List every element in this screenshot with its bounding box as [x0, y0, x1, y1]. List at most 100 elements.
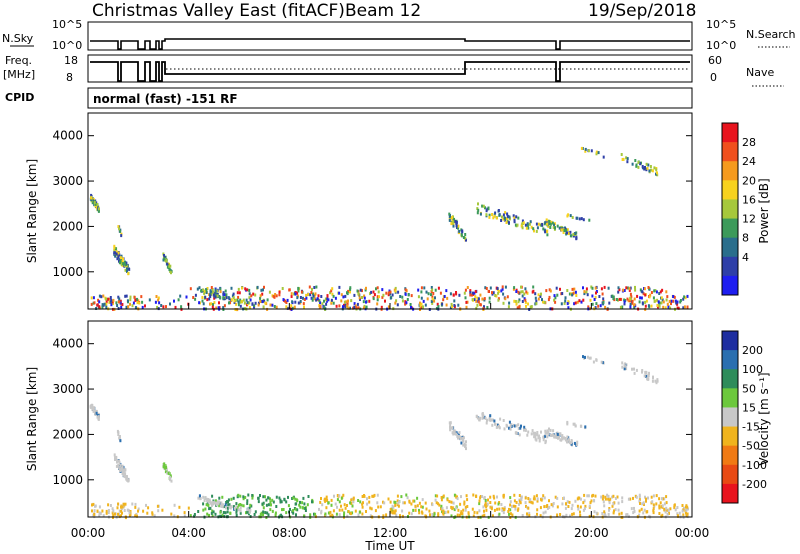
velocity-data-cell [565, 513, 568, 517]
velocity-data-cell [640, 507, 643, 511]
velocity-data-cell [230, 505, 233, 509]
velocity-data-cell [394, 503, 397, 507]
power-data-cell [501, 287, 504, 291]
velocity-data-cell [542, 494, 545, 498]
velocity-data-cell [652, 503, 655, 507]
power-data-cell [542, 300, 544, 304]
velocity-data-cell [319, 500, 322, 504]
velocity-data-cell [512, 504, 515, 508]
power-data-cell [523, 292, 526, 296]
power-data-cell [679, 299, 682, 302]
power-data-cell [232, 296, 235, 300]
power-data-cell [647, 304, 650, 308]
velocity-data-cell [251, 496, 254, 500]
power-data-cell [305, 296, 308, 300]
velocity-data-cell [519, 501, 522, 505]
power-data-cell [359, 288, 362, 292]
power-data-cell [205, 288, 208, 292]
power-data-cell [291, 306, 294, 310]
power-data-cell [114, 254, 117, 258]
power-data-cell [580, 217, 583, 221]
power-data-cell [623, 298, 626, 302]
velocity-data-cell [586, 355, 589, 359]
velocity-data-cell [211, 514, 214, 518]
velocity-data-cell [235, 507, 238, 511]
power-data-cell [574, 290, 577, 294]
power-data-cell [617, 290, 620, 294]
velocity-data-cell [438, 503, 441, 507]
power-data-cell [174, 305, 177, 309]
velocity-data-cell [91, 503, 93, 507]
velocity-y-tick-label: 4000 [52, 337, 83, 351]
power-data-cell [591, 302, 594, 306]
power-data-cell [313, 297, 316, 301]
power-data-cell [332, 301, 335, 305]
velocity-data-cell [629, 497, 632, 501]
velocity-data-cell [269, 508, 272, 512]
velocity-data-cell [524, 501, 527, 505]
power-data-cell [375, 287, 377, 291]
power-data-cell [559, 287, 561, 291]
velocity-colorbar-band [722, 331, 738, 351]
power-data-cell [273, 305, 276, 308]
velocity-data-cell [421, 498, 424, 502]
x-tick-label: 00:00 [71, 526, 106, 540]
velocity-data-cell [137, 507, 140, 511]
velocity-data-cell [475, 495, 478, 498]
velocity-data-cell [282, 508, 285, 511]
power-data-cell [625, 156, 628, 160]
velocity-data-cell [116, 460, 118, 464]
power-data-cell [554, 296, 557, 300]
power-data-cell [95, 205, 98, 209]
velocity-data-cell [320, 509, 323, 513]
velocity-data-cell [502, 419, 505, 422]
velocity-data-cell [486, 502, 489, 506]
power-data-cell [477, 202, 479, 206]
power-data-cell [666, 302, 669, 306]
power-data-cell [93, 201, 96, 205]
velocity-data-cell [518, 502, 520, 506]
velocity-data-cell [500, 503, 503, 506]
velocity-data-cell [652, 507, 655, 511]
power-data-cell [542, 227, 545, 231]
velocity-data-cell [638, 493, 641, 497]
power-data-cell [347, 299, 349, 303]
velocity-data-cell [604, 512, 606, 516]
power-data-cell [564, 296, 567, 300]
velocity-data-cell [193, 514, 196, 518]
velocity-data-cell [475, 414, 478, 418]
power-data-cell [492, 216, 495, 220]
power-data-cell [376, 295, 379, 299]
power-data-cell [345, 300, 348, 304]
velocity-data-cell [456, 513, 459, 517]
velocity-data-cell [261, 502, 264, 506]
velocity-data-cell [232, 505, 235, 509]
velocity-data-cell [502, 508, 505, 512]
velocity-data-cell [165, 469, 168, 473]
velocity-data-cell [658, 497, 661, 501]
power-data-cell [470, 293, 473, 297]
velocity-data-cell [266, 511, 269, 515]
power-data-cell [652, 296, 655, 300]
power-data-cell [422, 299, 425, 303]
power-data-cell [594, 295, 597, 299]
power-data-cell [551, 221, 554, 225]
power-data-cell [271, 294, 274, 298]
velocity-data-cell [269, 497, 271, 501]
power-data-cell [162, 305, 165, 309]
power-colorbar-band [722, 256, 738, 277]
velocity-data-cell [614, 497, 617, 500]
power-data-cell [455, 291, 457, 294]
velocity-data-cell [109, 504, 112, 507]
power-data-cell [587, 149, 590, 153]
power-data-cell [541, 223, 544, 226]
velocity-data-cell [107, 503, 110, 507]
nsky-strip-frame [87, 21, 693, 51]
velocity-data-cell [429, 513, 431, 517]
power-data-cell [527, 302, 529, 306]
power-data-cell [420, 302, 423, 306]
power-data-cell [515, 290, 518, 293]
power-data-cell [163, 257, 166, 261]
power-y-label: Slant Range [km] [25, 159, 39, 263]
power-data-cell [168, 268, 171, 272]
